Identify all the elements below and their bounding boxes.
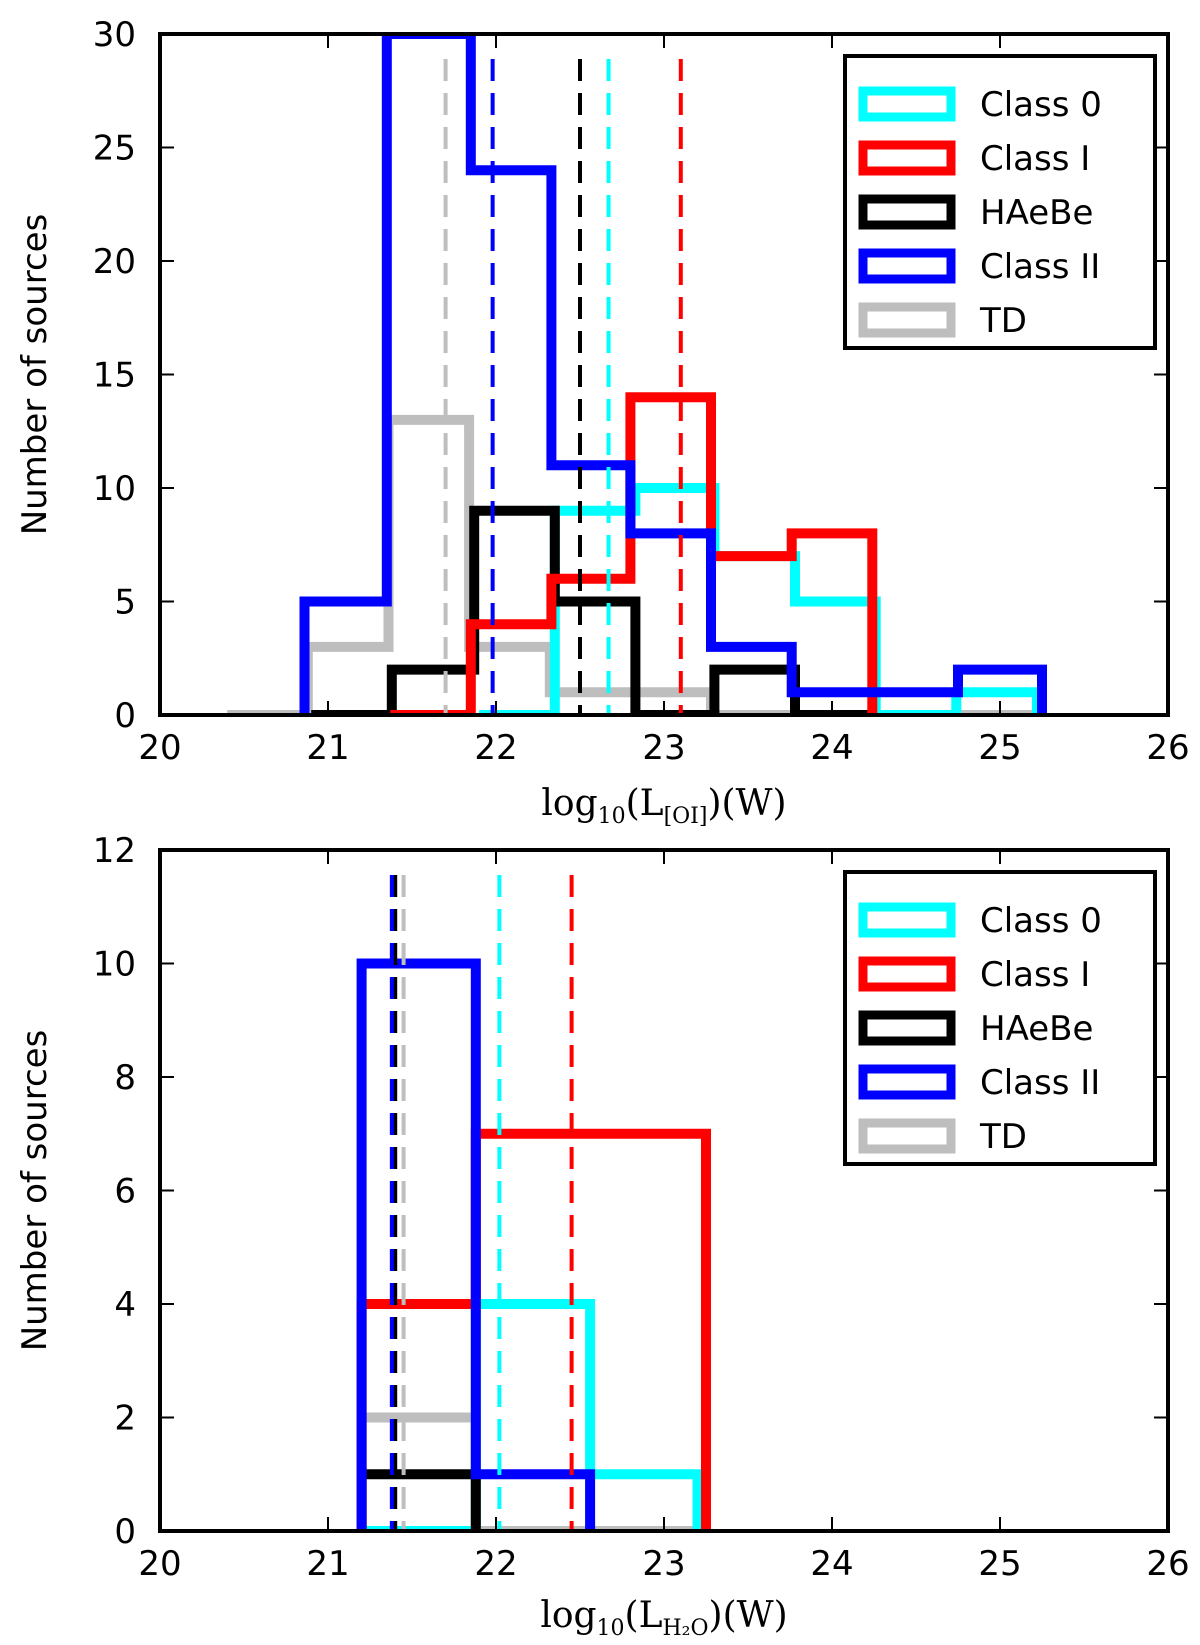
legend-swatch <box>858 902 956 938</box>
x-tick-label: 25 <box>978 728 1021 768</box>
y-tick-label: 0 <box>114 696 136 736</box>
y-axis-title: Number of sources <box>15 214 55 536</box>
x-tick-label: 24 <box>810 1544 853 1584</box>
x-tick-label: 20 <box>138 728 181 768</box>
legend-label: Class II <box>980 1063 1100 1103</box>
x-tick-label: 21 <box>306 728 349 768</box>
y-axis-title: Number of sources <box>15 1030 55 1352</box>
histogram-class-ii <box>299 34 1047 715</box>
x-tick-label: 22 <box>474 1544 517 1584</box>
histogram-class-ii <box>356 958 596 1531</box>
histogram-class-0 <box>361 1299 703 1531</box>
y-tick-label: 20 <box>93 242 136 282</box>
y-tick-label: 30 <box>93 15 136 55</box>
x-tick-label: 21 <box>306 1544 349 1584</box>
legend-label: HAeBe <box>980 193 1093 233</box>
histogram-panel-oi: 20 21 22 23 24 25 26 0 5 10 15 20 25 30 Number of sour… <box>15 15 1190 829</box>
legend-label: Class II <box>980 247 1100 287</box>
x-tick-label: 26 <box>1146 1544 1189 1584</box>
y-tick-label: 25 <box>93 129 136 169</box>
legend-swatch <box>858 302 956 338</box>
legend-swatch <box>858 194 956 230</box>
x-tick-label: 22 <box>474 728 517 768</box>
histogram-series-group <box>356 875 711 1531</box>
legend-label: TD <box>979 301 1027 341</box>
legend-label: Class 0 <box>980 85 1102 125</box>
y-tick-label: 6 <box>114 1172 136 1212</box>
x-tick-label: 24 <box>810 728 853 768</box>
x-tick-label: 26 <box>1146 728 1189 768</box>
y-tick-label: 10 <box>93 945 136 985</box>
legend-swatch <box>858 1064 956 1100</box>
x-tick-label: 23 <box>642 728 685 768</box>
legend-label: TD <box>979 1117 1027 1157</box>
legend-swatch <box>858 1010 956 1046</box>
legend-swatch <box>858 140 956 176</box>
histogram-haebe <box>311 505 876 715</box>
legend-label: Class I <box>980 139 1090 179</box>
legend-swatch <box>858 956 956 992</box>
legend-label: Class 0 <box>980 901 1102 941</box>
x-tick-label: 25 <box>978 1544 1021 1584</box>
y-tick-label: 0 <box>114 1512 136 1552</box>
legend-swatch <box>858 248 956 284</box>
y-tick-label: 2 <box>114 1399 136 1439</box>
histogram-series-group <box>227 34 1047 715</box>
y-tick-label: 4 <box>114 1285 136 1325</box>
x-tick-label: 20 <box>138 1544 181 1584</box>
y-tick-label: 12 <box>93 831 136 871</box>
histogram-class-i <box>390 392 878 715</box>
legend-swatch <box>858 86 956 122</box>
x-axis-title: log10(LH₂O)(W) <box>540 1595 787 1641</box>
legend-label: Class I <box>980 955 1090 995</box>
y-tick-label: 5 <box>114 583 136 623</box>
y-tick-label: 8 <box>114 1058 136 1098</box>
legend-label: HAeBe <box>980 1009 1093 1049</box>
y-tick-label: 15 <box>93 356 136 396</box>
y-tick-label: 10 <box>93 469 136 509</box>
legend-swatch <box>858 1118 956 1154</box>
x-axis-title: log10(L[OI])(W) <box>541 783 786 829</box>
x-tick-label: 23 <box>642 1544 685 1584</box>
